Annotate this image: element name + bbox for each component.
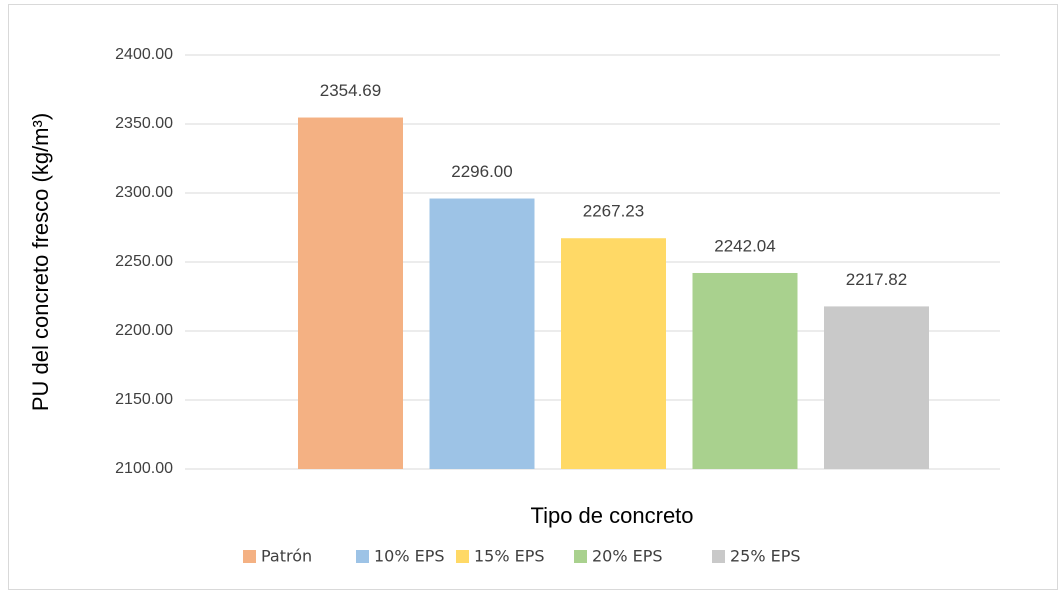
y-tick-label: 2100.00: [115, 460, 173, 477]
y-tick-label: 2400.00: [115, 46, 173, 63]
bar: [429, 198, 535, 469]
data-label: 2354.69: [320, 81, 381, 100]
legend-label: Patrón: [261, 547, 312, 566]
y-tick-label: 2350.00: [115, 115, 173, 132]
bar: [824, 306, 929, 469]
y-tick-label: 2150.00: [115, 391, 173, 408]
legend-label: 25% EPS: [730, 547, 801, 566]
bar: [298, 117, 403, 469]
data-label: 2267.23: [583, 202, 644, 221]
y-tick-label: 2250.00: [115, 253, 173, 270]
bar: [692, 272, 798, 469]
legend-swatch: [356, 550, 369, 563]
bar: [561, 238, 666, 469]
x-axis-title: Tipo de concreto: [530, 503, 693, 528]
legend-swatch: [574, 550, 587, 563]
data-label: 2217.82: [846, 270, 907, 289]
data-label: 2296.00: [451, 162, 512, 181]
y-axis-title: PU del concreto fresco (kg/m³): [28, 113, 53, 411]
legend-swatch: [712, 550, 725, 563]
legend-label: 20% EPS: [592, 547, 663, 566]
y-tick-label: 2200.00: [115, 322, 173, 339]
legend-swatch: [243, 550, 256, 563]
legend-label: 15% EPS: [474, 547, 545, 566]
legend-label: 10% EPS: [374, 547, 445, 566]
y-tick-label: 2300.00: [115, 184, 173, 201]
legend-swatch: [456, 550, 469, 563]
data-label: 2242.04: [714, 236, 775, 255]
